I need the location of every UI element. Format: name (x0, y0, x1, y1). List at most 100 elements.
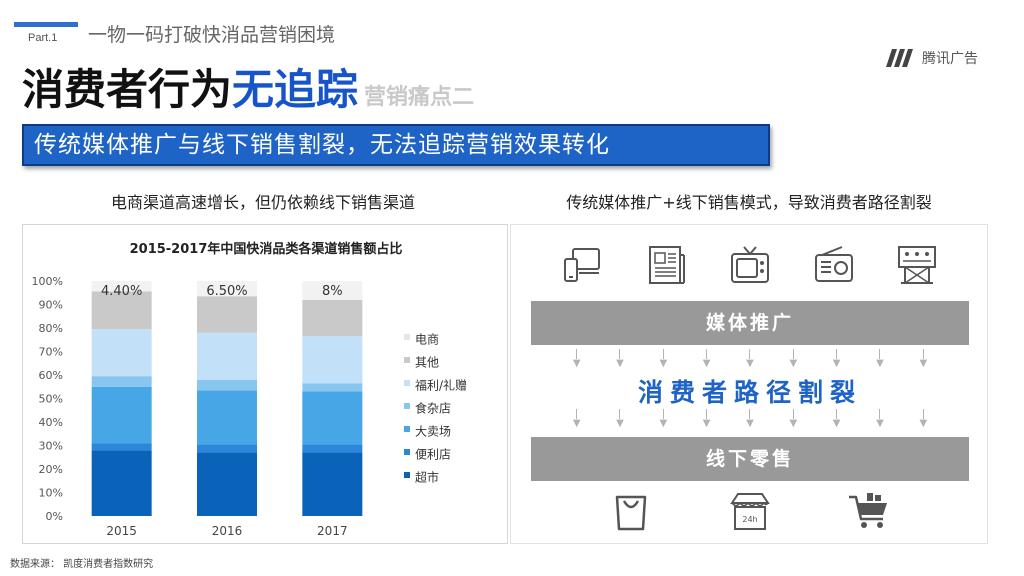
down-arrow-icon: ▼ (833, 349, 840, 369)
legend-label: 其他 (415, 356, 439, 370)
y-tick-label: 40% (39, 416, 63, 429)
tv-icon (730, 246, 769, 283)
data-label: 4.40% (101, 284, 142, 299)
offline-retail-bar: 线下零售 (531, 437, 969, 481)
banner: 传统媒体推广与线下销售割裂，无法追踪营销效果转化 (22, 124, 770, 166)
down-arrow-icon: ▼ (919, 349, 927, 369)
y-tick-label: 70% (39, 346, 63, 359)
legend-label: 大卖场 (415, 425, 451, 439)
data-source-footer: 数据来源： 凯度消费者指数研究 (10, 559, 154, 570)
bar-segment (302, 299, 363, 337)
down-arrow-icon: ▼ (789, 409, 797, 429)
down-arrow-icon: ▼ (703, 349, 711, 369)
bar-segment (197, 390, 257, 445)
bar-segment (302, 281, 363, 300)
logo-text: 腾讯广告 (922, 51, 978, 67)
billboard-icon (898, 246, 937, 284)
path-diagram-panel: 媒体推广 ▼ ▼ ▼ ▼ ▼ ▼ ▼ ▼ ▼ 消费者路径割裂 ▼ ▼ ▼ ▼ ▼… (510, 224, 988, 544)
media-icons-row (531, 243, 969, 287)
consumer-path-split-label: 消费者路径割裂 (637, 378, 862, 407)
tencent-ads-logo-icon (886, 49, 913, 67)
bar-segment (91, 329, 152, 377)
title-part1: 消费者行为 (22, 65, 233, 114)
y-tick-label: 90% (39, 299, 63, 312)
section-title: 一物一码打破快消品营销困境 (88, 24, 336, 46)
bar-segment (197, 452, 257, 516)
brand-logo: 腾讯广告 (886, 48, 978, 68)
bar-segment (197, 444, 257, 453)
bar-segment (302, 452, 363, 516)
title-subtitle: 营销痛点二 (364, 85, 475, 110)
legend-label: 超市 (415, 470, 439, 485)
legend-label: 食杂店 (415, 401, 451, 416)
bar-segment (197, 379, 257, 391)
down-arrow-icon: ▼ (659, 409, 667, 429)
part-tag-bar (14, 22, 78, 27)
y-tick-label: 10% (39, 487, 63, 500)
bar-segment (197, 296, 257, 333)
legend-swatch (404, 334, 410, 340)
down-arrow-icon: ▼ (746, 409, 754, 429)
main-title: 消费者行为无追踪 营销痛点二 (22, 62, 474, 126)
bar-segment (91, 386, 152, 444)
legend-label: 福利/礼赠 (415, 378, 467, 393)
down-arrow-icon: ▼ (573, 409, 581, 429)
arrows-bottom: ▼ ▼ ▼ ▼ ▼ ▼ ▼ ▼ ▼ (531, 409, 969, 429)
down-arrow-icon: ▼ (919, 409, 927, 429)
retail-icons-row: 24h (531, 489, 969, 533)
legend-swatch (404, 426, 410, 432)
svg-text:24h: 24h (742, 515, 757, 524)
x-tick-label: 2015 (106, 524, 137, 538)
y-tick-label: 80% (39, 322, 63, 335)
bar-segment (197, 332, 257, 380)
chart-panel: 2015-2017年中国快消品类各渠道销售额占比 0% 10% 20% 30% 40% 50… (22, 224, 508, 544)
newspaper-icon (649, 246, 686, 284)
bar-segment (91, 443, 152, 451)
down-arrow-icon: ▼ (876, 409, 884, 429)
legend-label: 便利店 (415, 448, 451, 462)
y-tick-label: 60% (39, 369, 63, 382)
down-arrow-icon: ▼ (876, 349, 884, 369)
x-tick-label: 2016 (212, 524, 243, 538)
legend-swatch (404, 357, 410, 363)
bar-segment (302, 336, 363, 384)
down-arrow-icon: ▼ (789, 349, 797, 369)
bar-segment (302, 391, 363, 445)
down-arrow-icon: ▼ (616, 349, 624, 369)
left-panel-heading: 电商渠道高速增长，但仍依赖线下销售渠道 (110, 193, 415, 212)
right-panel-heading: 传统媒体推广+线下销售模式，导致消费者路径割裂 (566, 193, 932, 212)
y-tick-label: 30% (39, 440, 63, 453)
legend-swatch (404, 380, 410, 386)
title-part2: 无追踪 (232, 65, 359, 114)
y-tick-label: 50% (39, 393, 63, 406)
data-label: 6.50% (206, 284, 247, 299)
bar-segment (91, 376, 152, 387)
arrows-top: ▼ ▼ ▼ ▼ ▼ ▼ ▼ ▼ ▼ (531, 349, 969, 369)
bar-segment (302, 383, 363, 392)
y-tick-label: 0% (46, 510, 63, 523)
data-label: 8% (322, 284, 343, 299)
down-arrow-icon: ▼ (833, 409, 840, 429)
down-arrow-icon: ▼ (746, 349, 754, 369)
radio-icon (814, 246, 853, 282)
bar-segment (197, 281, 257, 297)
down-arrow-icon: ▼ (703, 409, 711, 429)
store-24h-icon: 24h (730, 493, 770, 530)
stacked-bar-chart: 2015-2017年中国快消品类各渠道销售额占比 0% 10% 20% 30% 40% 50… (32, 241, 468, 538)
part-tag: Part.1 (14, 22, 78, 44)
legend-swatch (404, 472, 410, 478)
bar-segment (91, 281, 152, 292)
chart-title: 2015-2017年中国快消品类各渠道销售额占比 (130, 241, 403, 257)
x-tick-label: 2017 (317, 524, 348, 538)
down-arrow-icon: ▼ (659, 349, 667, 369)
bar-segment (91, 291, 152, 330)
down-arrow-icon: ▼ (573, 349, 581, 369)
legend-swatch (404, 449, 410, 455)
legend-swatch (404, 403, 410, 409)
shopping-bag-icon (615, 495, 646, 531)
bar-segment (302, 444, 363, 453)
media-promotion-bar: 媒体推广 (531, 301, 969, 345)
tablet-phone-icon (563, 248, 600, 282)
legend-label: 电商 (415, 332, 439, 347)
part-label: Part.1 (28, 32, 58, 44)
